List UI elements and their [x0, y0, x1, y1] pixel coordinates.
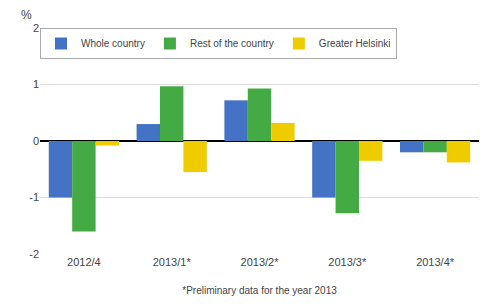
svg-text:2013/2*: 2013/2*: [241, 256, 280, 268]
svg-text:2: 2: [33, 22, 39, 34]
svg-text:*Preliminary data for the year: *Preliminary data for the year 2013: [182, 285, 337, 296]
svg-text:2012/4: 2012/4: [67, 256, 101, 268]
svg-text:2013/4*: 2013/4*: [416, 256, 455, 268]
svg-text:1: 1: [33, 78, 39, 90]
svg-text:2013/1*: 2013/1*: [153, 256, 192, 268]
svg-text:2013/3*: 2013/3*: [328, 256, 367, 268]
svg-text:-2: -2: [29, 248, 39, 260]
svg-text:Greater Helsinki: Greater Helsinki: [319, 38, 391, 49]
svg-text:%: %: [21, 8, 32, 22]
svg-text:Whole country: Whole country: [81, 38, 145, 49]
svg-text:Rest of the country: Rest of the country: [190, 38, 274, 49]
svg-text:-1: -1: [29, 191, 39, 203]
svg-text:0: 0: [33, 135, 39, 147]
